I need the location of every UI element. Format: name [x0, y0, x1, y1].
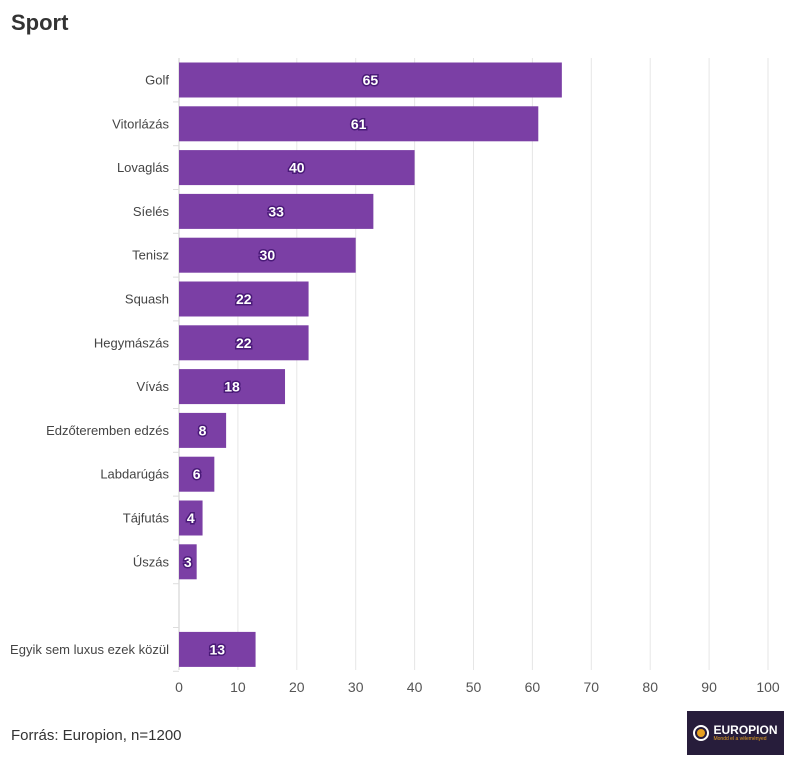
- bar: [179, 193, 374, 229]
- bar: [179, 500, 203, 536]
- x-tick-label: 70: [584, 679, 600, 695]
- category-label: Vívás: [136, 379, 169, 394]
- x-tick-label: 30: [348, 679, 364, 695]
- data-label: 13: [209, 641, 225, 657]
- bar: [179, 62, 562, 98]
- data-label: 33: [268, 203, 284, 219]
- bar: [179, 150, 415, 186]
- x-tick-label: 0: [175, 679, 183, 695]
- bar: [179, 325, 309, 361]
- bar: [179, 456, 215, 492]
- category-label: Tájfutás: [123, 511, 170, 526]
- x-tick-label: 10: [230, 679, 246, 695]
- chart-title: Sport: [11, 10, 69, 35]
- x-tick-label: 80: [642, 679, 658, 695]
- logo-name: EUROPION: [713, 723, 778, 737]
- bar: [179, 281, 309, 317]
- category-label: Squash: [125, 292, 169, 307]
- category-label: Lovaglás: [117, 160, 170, 175]
- source-note: Forrás: Europion, n=1200: [11, 727, 182, 744]
- data-label: 3: [184, 554, 192, 570]
- bar: [179, 412, 227, 448]
- x-tick-label: 100: [756, 679, 780, 695]
- category-label: Edzőteremben edzés: [46, 423, 169, 438]
- data-label: 22: [236, 335, 252, 351]
- bar: [179, 106, 539, 142]
- category-label: Síelés: [133, 204, 170, 219]
- data-label: 4: [187, 510, 195, 526]
- category-label: Egyik sem luxus ezek közül: [10, 642, 169, 657]
- data-label: 61: [351, 116, 367, 132]
- x-tick-label: 50: [466, 679, 482, 695]
- bar: [179, 631, 256, 667]
- category-label: Vitorlázás: [112, 116, 169, 131]
- data-label: 65: [363, 72, 379, 88]
- data-label: 6: [193, 466, 201, 482]
- x-tick-label: 90: [701, 679, 717, 695]
- bar: [179, 369, 286, 405]
- logo-tagline: Mondd el a véleményed: [713, 736, 767, 742]
- logo-icon: [693, 725, 710, 741]
- data-label: 40: [289, 160, 305, 176]
- category-label: Úszás: [133, 554, 170, 569]
- data-label: 22: [236, 291, 252, 307]
- category-label: Tenisz: [132, 248, 169, 263]
- data-label: 18: [224, 379, 240, 395]
- bar: [179, 237, 356, 273]
- x-tick-label: 40: [407, 679, 423, 695]
- data-label: 30: [260, 247, 276, 263]
- category-label: Golf: [145, 73, 169, 88]
- bar: [179, 544, 197, 580]
- europion-logo: EUROPION Mondd el a véleményed: [687, 711, 784, 755]
- x-tick-label: 20: [289, 679, 305, 695]
- data-label: 8: [199, 422, 207, 438]
- x-tick-label: 60: [525, 679, 541, 695]
- category-label: Hegymászás: [94, 335, 170, 350]
- category-label: Labdarúgás: [100, 467, 169, 482]
